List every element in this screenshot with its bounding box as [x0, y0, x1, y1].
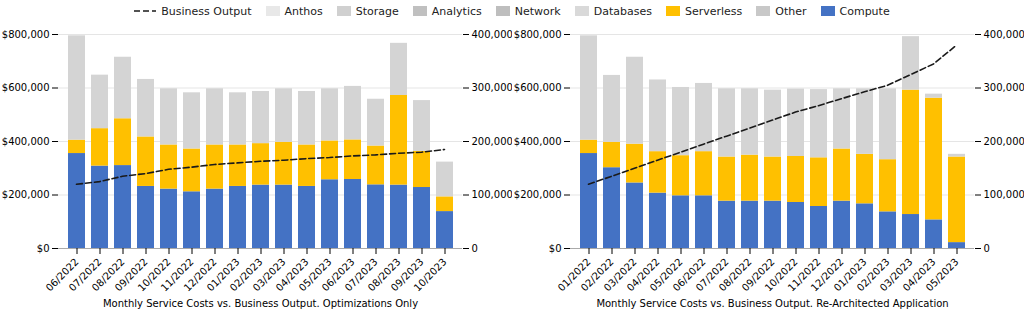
svg-text:07/2022: 07/2022	[66, 256, 104, 294]
svg-text:10/2023: 10/2023	[412, 256, 449, 293]
svg-text:09/2022: 09/2022	[112, 256, 150, 294]
svg-text:06/2022: 06/2022	[43, 256, 81, 294]
svg-text:07/2023: 07/2023	[342, 256, 380, 294]
svg-text:06/2023: 06/2023	[319, 256, 357, 294]
svg-text:10/2022: 10/2022	[135, 256, 173, 294]
svg-text:300,000: 300,000	[984, 82, 1024, 93]
svg-text:09/2022: 09/2022	[739, 256, 777, 294]
svg-text:$0: $0	[549, 243, 562, 254]
svg-text:09/2023: 09/2023	[388, 256, 426, 294]
svg-text:08/2022: 08/2022	[716, 256, 754, 294]
svg-text:08/2023: 08/2023	[365, 256, 403, 294]
svg-text:11/2022: 11/2022	[158, 256, 196, 294]
svg-text:$200,000: $200,000	[514, 189, 562, 200]
svg-text:100,000: 100,000	[472, 189, 513, 200]
html-text:Storage: Storage	[355, 4, 399, 18]
svg-text:07/2022: 07/2022	[693, 256, 731, 294]
svg-text:12/2022: 12/2022	[181, 256, 219, 294]
html-text:Databases: Databases	[593, 4, 652, 18]
svg-text:200,000: 200,000	[472, 136, 513, 147]
svg-text:$800,000: $800,000	[514, 29, 562, 40]
svg-text:$600,000: $600,000	[2, 82, 50, 93]
svg-text:300,000: 300,000	[472, 82, 513, 93]
svg-text:$200,000: $200,000	[2, 189, 50, 200]
svg-text:01/2023: 01/2023	[204, 256, 242, 294]
svg-text:05/2023: 05/2023	[924, 256, 961, 293]
svg-text:0: 0	[984, 243, 990, 254]
svg-text:04/2022: 04/2022	[624, 256, 662, 294]
svg-text:04/2023: 04/2023	[900, 256, 938, 294]
svg-text:05/2022: 05/2022	[647, 256, 685, 294]
html-text:Network: Network	[514, 4, 561, 18]
html-text:Compute: Compute	[839, 4, 890, 18]
svg-text:$400,000: $400,000	[2, 136, 50, 147]
svg-text:04/2023: 04/2023	[273, 256, 311, 294]
svg-text:08/2022: 08/2022	[89, 256, 127, 294]
svg-text:400,000: 400,000	[472, 29, 513, 40]
svg-text:06/2022: 06/2022	[670, 256, 708, 294]
html-text:Analytics: Analytics	[431, 4, 482, 18]
svg-text:Monthly Service Costs vs. Busi: Monthly Service Costs vs. Business Outpu…	[103, 298, 418, 309]
svg-text:01/2023: 01/2023	[831, 256, 869, 294]
svg-text:0: 0	[472, 243, 478, 254]
svg-text:12/2022: 12/2022	[808, 256, 846, 294]
svg-text:$400,000: $400,000	[514, 136, 562, 147]
html-text:Other: Other	[775, 4, 807, 18]
svg-text:03/2022: 03/2022	[601, 256, 639, 294]
svg-text:02/2023: 02/2023	[227, 256, 265, 294]
svg-text:02/2023: 02/2023	[854, 256, 892, 294]
svg-text:05/2023: 05/2023	[296, 256, 334, 294]
svg-text:03/2023: 03/2023	[877, 256, 915, 294]
svg-text:10/2022: 10/2022	[762, 256, 800, 294]
svg-text:400,000: 400,000	[984, 29, 1024, 40]
svg-text:100,000: 100,000	[984, 189, 1024, 200]
svg-text:Monthly Service Costs vs. Busi: Monthly Service Costs vs. Business Outpu…	[596, 298, 948, 309]
svg-text:01/2022: 01/2022	[555, 256, 593, 294]
svg-text:200,000: 200,000	[984, 136, 1024, 147]
html-text:Business Output: Business Output	[161, 4, 252, 18]
svg-text:02/2022: 02/2022	[578, 256, 616, 294]
svg-text:$600,000: $600,000	[514, 82, 562, 93]
svg-text:$0: $0	[37, 243, 50, 254]
svg-text:$800,000: $800,000	[2, 29, 50, 40]
svg-text:11/2022: 11/2022	[785, 256, 823, 294]
svg-text:03/2023: 03/2023	[250, 256, 288, 294]
html-text:Serverless: Serverless	[684, 4, 743, 18]
html-text:Anthos: Anthos	[284, 4, 323, 18]
